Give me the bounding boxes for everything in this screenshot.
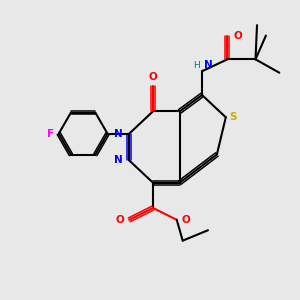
Text: O: O — [233, 31, 242, 40]
Text: N: N — [204, 60, 213, 70]
Text: F: F — [47, 129, 54, 139]
Text: N: N — [114, 155, 123, 165]
Text: S: S — [230, 112, 237, 122]
Text: O: O — [115, 215, 124, 225]
Text: O: O — [148, 72, 157, 82]
Text: N: N — [114, 129, 123, 139]
Text: H: H — [193, 61, 200, 70]
Text: O: O — [181, 215, 190, 225]
